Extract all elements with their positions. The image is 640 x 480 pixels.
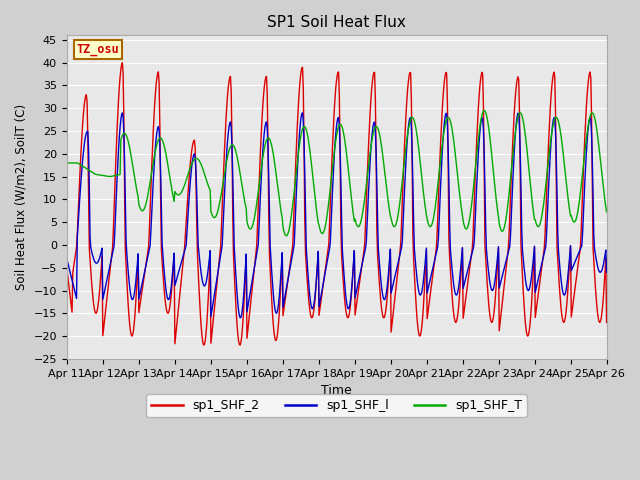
- sp1_SHF_2: [420, 304, 428, 310]
- sp1_SHF_T: [419, 182, 426, 188]
- Line: sp1_SHF_T: sp1_SHF_T: [67, 110, 607, 236]
- sp1_SHF_T: [183, 175, 191, 181]
- Text: TZ_osu: TZ_osu: [77, 44, 119, 57]
- sp1_SHF_2: [73, 244, 81, 250]
- sp1_SHF_T: [128, 159, 136, 165]
- sp1_SHF_2: [213, 281, 221, 287]
- sp1_SHF_T: [603, 209, 611, 215]
- Title: SP1 Soil Heat Flux: SP1 Soil Heat Flux: [268, 15, 406, 30]
- sp1_SHF_l: [299, 110, 307, 116]
- sp1_SHF_2: [129, 331, 137, 337]
- sp1_SHF_l: [73, 296, 81, 301]
- sp1_SHF_l: [420, 278, 428, 284]
- sp1_SHF_2: [404, 87, 412, 93]
- Y-axis label: Soil Heat Flux (W/m2), SoilT (C): Soil Heat Flux (W/m2), SoilT (C): [15, 104, 28, 290]
- sp1_SHF_2: [184, 196, 191, 202]
- Legend: sp1_SHF_2, sp1_SHF_l, sp1_SHF_T: sp1_SHF_2, sp1_SHF_l, sp1_SHF_T: [147, 395, 527, 418]
- sp1_SHF_2: [118, 60, 126, 66]
- sp1_SHF_2: [603, 320, 611, 325]
- sp1_SHF_T: [403, 137, 411, 143]
- sp1_SHF_l: [404, 132, 412, 138]
- sp1_SHF_2: [200, 342, 208, 348]
- sp1_SHF_T: [73, 160, 81, 166]
- sp1_SHF_l: [128, 297, 136, 302]
- sp1_SHF_T: [212, 214, 220, 220]
- sp1_SHF_l: [603, 269, 611, 275]
- sp1_SHF_2: [63, 265, 70, 271]
- Line: sp1_SHF_2: sp1_SHF_2: [67, 63, 607, 345]
- sp1_SHF_l: [236, 315, 244, 321]
- sp1_SHF_T: [282, 233, 290, 239]
- sp1_SHF_l: [63, 256, 70, 262]
- sp1_SHF_T: [481, 108, 488, 113]
- X-axis label: Time: Time: [321, 384, 352, 397]
- Line: sp1_SHF_l: sp1_SHF_l: [67, 113, 607, 318]
- sp1_SHF_T: [63, 160, 70, 166]
- sp1_SHF_l: [183, 231, 191, 237]
- sp1_SHF_l: [212, 285, 220, 291]
